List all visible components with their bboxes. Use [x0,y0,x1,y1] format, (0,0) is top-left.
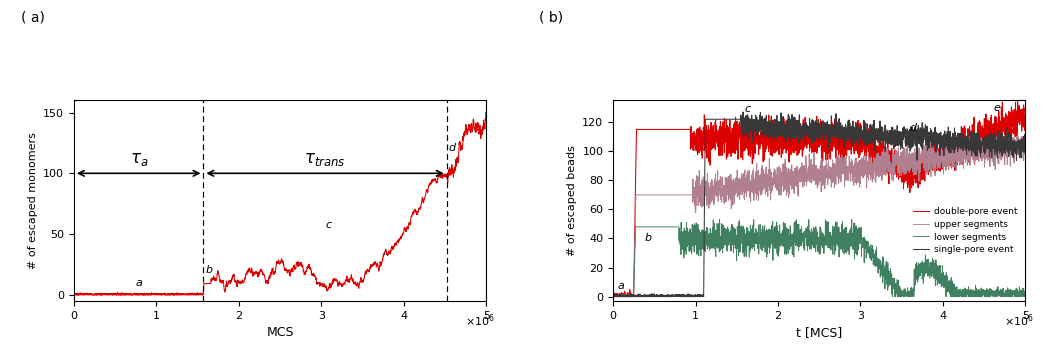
upper segments [654,193,667,197]
single-pore event [654,294,667,299]
double-pore event [782,160,795,164]
double-pore event [765,135,778,139]
X-axis label: MCS: MCS [266,326,294,339]
single-pore event [679,294,691,298]
Line: double-pore event: double-pore event [613,100,1025,297]
Y-axis label: # of escaped beads: # of escaped beads [567,145,577,256]
single-pore event [1019,146,1032,151]
Text: c: c [326,220,332,230]
single-pore event [783,128,796,133]
Text: d: d [910,123,917,133]
Text: a: a [617,281,624,291]
Line: single-pore event: single-pore event [613,112,1025,297]
lower segments [607,293,619,297]
Text: d: d [448,144,456,153]
single-pore event [1012,148,1024,152]
Text: $\tau_a$: $\tau_a$ [130,151,148,169]
Legend: double-pore event, upper segments, lower segments, single-pore event: double-pore event, upper segments, lower… [909,204,1021,258]
Line: lower segments: lower segments [613,219,1025,297]
Text: a: a [135,279,143,289]
upper segments [783,180,796,184]
Text: b: b [645,234,651,243]
single-pore event [607,293,619,297]
double-pore event [1010,126,1023,130]
lower segments [765,226,778,230]
lower segments [1012,287,1024,291]
single-pore event [608,294,620,299]
lower segments [783,234,796,238]
upper segments [967,145,980,149]
single-pore event [967,130,980,135]
upper segments [1012,148,1024,152]
double-pore event [679,127,691,131]
Text: $\times10^6$: $\times10^6$ [1003,312,1034,328]
Text: $\times10^6$: $\times10^6$ [464,312,495,328]
Y-axis label: # of escaped monomers: # of escaped monomers [27,132,38,269]
single-pore event [765,123,778,127]
single-pore event [737,110,749,114]
upper segments [607,293,619,297]
upper segments [944,135,957,139]
lower segments [679,237,691,241]
lower segments [654,225,667,229]
Text: c: c [745,104,752,114]
X-axis label: t [MCS]: t [MCS] [796,326,842,339]
Line: upper segments: upper segments [613,137,1025,297]
upper segments [608,294,620,299]
Text: b: b [206,265,214,275]
Text: ( b): ( b) [539,10,563,24]
lower segments [713,217,726,221]
double-pore event [1019,109,1032,113]
Text: $\tau_{trans}$: $\tau_{trans}$ [304,151,346,169]
upper segments [1019,153,1032,157]
double-pore event [607,294,619,299]
Text: e: e [994,102,1001,112]
upper segments [765,191,778,195]
upper segments [679,193,691,197]
lower segments [967,294,980,299]
Text: ( a): ( a) [21,10,45,24]
double-pore event [1012,98,1024,102]
double-pore event [966,138,979,142]
lower segments [1019,286,1032,291]
double-pore event [653,127,666,131]
lower segments [607,294,619,299]
